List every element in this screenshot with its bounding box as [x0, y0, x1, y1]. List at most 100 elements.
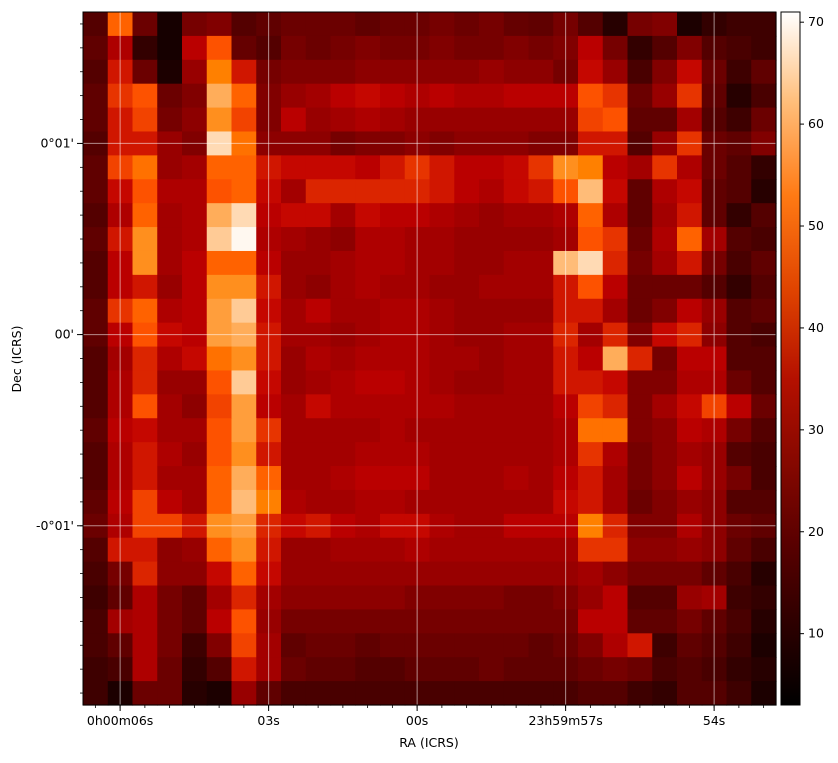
- heatmap-cell: [132, 489, 158, 515]
- heatmap-cell: [528, 179, 554, 204]
- heatmap-cell: [627, 12, 653, 37]
- heatmap-cell: [83, 394, 109, 419]
- heatmap-cell: [479, 466, 505, 491]
- heatmap-cell: [652, 561, 678, 587]
- heatmap-cell: [726, 107, 752, 133]
- heatmap-cell: [206, 561, 233, 587]
- heatmap-cell: [305, 12, 332, 37]
- heatmap-cell: [751, 585, 777, 611]
- colorbar-tick-label: 40: [808, 320, 824, 335]
- heatmap-cell: [206, 203, 233, 228]
- heatmap-cell: [479, 179, 505, 204]
- heatmap-cell: [726, 681, 752, 706]
- heatmap-cell: [602, 370, 629, 395]
- heatmap-cell: [726, 370, 752, 395]
- heatmap-cell: [231, 442, 257, 467]
- heatmap-cell: [355, 489, 381, 515]
- heatmap-cell: [479, 155, 505, 180]
- heatmap-cell: [157, 442, 183, 467]
- heatmap-cell: [355, 609, 381, 634]
- heatmap-cell: [751, 155, 777, 180]
- heatmap-cell: [751, 298, 777, 324]
- heatmap-cell: [305, 561, 332, 587]
- heatmap-cell: [677, 418, 703, 443]
- heatmap-cell: [578, 370, 604, 395]
- heatmap-cell: [503, 346, 530, 372]
- heatmap-cell: [503, 418, 530, 443]
- heatmap-cell: [182, 633, 208, 658]
- heatmap-cell: [157, 179, 183, 204]
- heatmap-cell: [454, 370, 480, 395]
- heatmap-cell: [231, 59, 257, 85]
- heatmap-cell: [726, 59, 752, 85]
- heatmap-cell: [578, 418, 604, 443]
- heatmap-cell: [281, 107, 307, 133]
- heatmap-cell: [627, 489, 653, 515]
- heatmap-cell: [182, 657, 208, 682]
- heatmap-cell: [206, 155, 233, 180]
- heatmap-cell: [454, 489, 480, 515]
- heatmap-cell: [652, 12, 678, 37]
- heatmap-cell: [503, 274, 530, 300]
- heatmap-cell: [355, 227, 381, 252]
- heatmap-cell: [330, 83, 356, 109]
- heatmap-cell: [157, 585, 183, 611]
- heatmap-cell: [677, 179, 703, 204]
- heatmap-cell: [231, 12, 257, 37]
- heatmap-cell: [578, 633, 604, 658]
- heatmap-cell: [305, 537, 332, 563]
- heatmap-cell: [479, 83, 505, 109]
- heatmap-cell: [182, 466, 208, 491]
- heatmap-cell: [182, 298, 208, 324]
- heatmap-cell: [578, 561, 604, 587]
- heatmap-cell: [627, 298, 653, 324]
- heatmap-cell: [182, 107, 208, 133]
- heatmap-cell: [602, 442, 629, 467]
- heatmap-cell: [231, 657, 257, 682]
- heatmap-cell: [231, 466, 257, 491]
- heatmap-cell: [726, 274, 752, 300]
- heatmap-cell: [726, 585, 752, 611]
- heatmap-cell: [602, 12, 629, 37]
- heatmap-cell: [751, 203, 777, 228]
- heatmap-cell: [380, 609, 406, 634]
- heatmap-cell: [677, 681, 703, 706]
- heatmap-cell: [231, 227, 257, 252]
- heatmap-cell: [479, 59, 505, 85]
- heatmap-cell: [355, 394, 381, 419]
- heatmap-cell: [83, 155, 109, 180]
- heatmap-cell: [429, 370, 455, 395]
- heatmap-cell: [627, 83, 653, 109]
- heatmap-cell: [479, 609, 505, 634]
- heatmap-cell: [726, 633, 752, 658]
- heatmap-cell: [429, 681, 455, 706]
- heatmap-cell: [429, 298, 455, 324]
- heatmap-cell: [627, 585, 653, 611]
- heatmap-cell: [627, 418, 653, 443]
- heatmap-cell: [355, 179, 381, 204]
- heatmap-cell: [206, 59, 233, 85]
- heatmap-cell: [627, 203, 653, 228]
- colorbar-tick-label: 30: [808, 422, 824, 437]
- heatmap-cell: [182, 203, 208, 228]
- heatmap-cell: [157, 681, 183, 706]
- heatmap-cell: [578, 203, 604, 228]
- heatmap-cell: [305, 585, 332, 611]
- heatmap-cell: [305, 466, 332, 491]
- heatmap-cell: [578, 489, 604, 515]
- heatmap-cell: [305, 442, 332, 467]
- heatmap-cell: [429, 657, 455, 682]
- heatmap-cell: [157, 83, 183, 109]
- heatmap-cell: [627, 370, 653, 395]
- heatmap-cell: [503, 179, 530, 204]
- heatmap-cell: [726, 537, 752, 563]
- heatmap-cell: [305, 346, 332, 372]
- heatmap-cell: [330, 227, 356, 252]
- heatmap-cell: [503, 585, 530, 611]
- heatmap-cell: [132, 394, 158, 419]
- heatmap-cell: [330, 179, 356, 204]
- heatmap-cell: [652, 83, 678, 109]
- heatmap-cell: [652, 250, 678, 276]
- heatmap-cell: [330, 298, 356, 324]
